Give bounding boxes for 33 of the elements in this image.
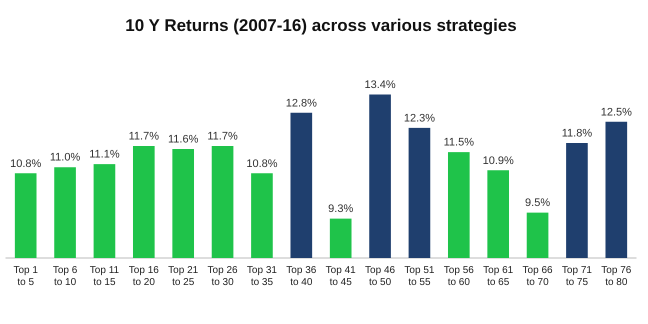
data-label: 12.3%	[404, 112, 436, 124]
x-tick-label: Top 1 to 5	[13, 264, 38, 288]
x-tick-label: Top 36 to 40	[286, 264, 317, 288]
data-label: 11.1%	[89, 148, 120, 161]
x-tick-label: Top 46 to 50	[365, 264, 396, 288]
x-tick-label: Top 31 to 35	[246, 264, 278, 288]
data-label: 11.7%	[207, 130, 238, 143]
x-tick-label: Top 71 to 75	[562, 264, 592, 288]
data-label: 11.7%	[128, 130, 160, 143]
data-label: 11.8%	[562, 128, 592, 140]
x-tick-label: Top 26 to 30	[208, 264, 238, 288]
x-tick-label: Top 21 to 25	[168, 264, 199, 288]
x-tick-label: Top 61 to 65	[483, 264, 514, 288]
data-label: 9.3%	[328, 203, 354, 216]
data-label: 12.5%	[600, 106, 632, 118]
data-label: 11.5%	[444, 136, 474, 149]
data-label: 10.8%	[246, 158, 278, 170]
data-label: 11.0%	[50, 152, 80, 164]
data-label: 12.8%	[286, 97, 318, 110]
chart-title: 10 Y Returns (2007-16) across various strategies	[125, 16, 517, 35]
data-label: 10.8%	[10, 158, 42, 170]
x-tick-label: Top 41 to 45	[326, 264, 356, 288]
x-tick-label: Top 66 to 70	[522, 264, 554, 288]
x-tick-label: Top 76 to 80	[601, 264, 632, 288]
x-tick-label: Top 6 to 10	[52, 264, 78, 288]
x-tick-label: Top 56 to 60	[444, 264, 474, 288]
data-label: 9.5%	[525, 197, 550, 210]
data-label: 10.9%	[482, 154, 514, 167]
data-label: 11.6%	[168, 134, 199, 146]
data-label: 13.4%	[364, 79, 396, 92]
x-tick-label: Top 11 to 15	[90, 264, 120, 288]
x-tick-label: Top 51 to 55	[404, 264, 435, 288]
x-tick-label: Top 16 to 20	[128, 264, 160, 288]
